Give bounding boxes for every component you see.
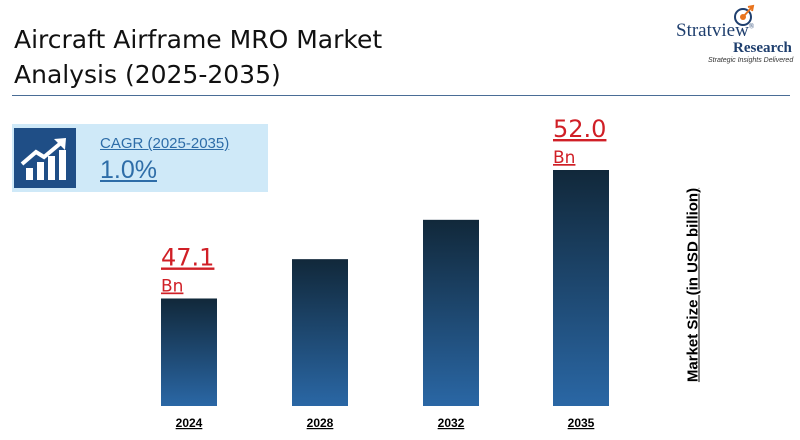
data-label-unit-2024: Bn xyxy=(161,276,183,296)
bar-2024 xyxy=(161,298,217,406)
header-divider xyxy=(12,95,790,96)
logo-brand: Stratview® xyxy=(676,20,754,42)
bars-layer xyxy=(161,170,609,406)
logo-brand-text: Stratview xyxy=(676,20,749,41)
x-tick-2028: 2028 xyxy=(307,416,334,430)
stratview-logo: Stratview® Research Strategic Insights D… xyxy=(676,4,800,66)
cagr-label: CAGR (2025-2035) xyxy=(100,135,230,152)
logo-subtitle: Research xyxy=(733,40,792,56)
y-axis-label: Market Size (in USD billion) xyxy=(684,187,702,383)
logo-target-icon xyxy=(734,4,755,26)
labels-layer: 2024 2028 2032 2035 47.1 Bn 52.0 Bn xyxy=(161,115,606,430)
title-line-1: Aircraft Airframe MRO Market xyxy=(14,25,383,54)
data-label-value-2024: 47.1 xyxy=(161,243,214,271)
logo-registered-mark: ® xyxy=(748,22,755,31)
logo-tagline: Strategic Insights Delivered xyxy=(708,57,794,64)
x-tick-2032: 2032 xyxy=(438,416,465,430)
title-line-2: Analysis (2025-2035) xyxy=(14,60,281,89)
data-label-value-2035: 52.0 xyxy=(553,115,606,143)
bar-2028 xyxy=(292,259,348,406)
page-title: Aircraft Airframe MRO Market Analysis (2… xyxy=(14,22,534,92)
growth-chart-icon xyxy=(14,128,76,188)
bar-2032 xyxy=(423,219,479,406)
x-tick-2035: 2035 xyxy=(568,416,595,430)
bar-2035 xyxy=(553,170,609,406)
x-tick-2024: 2024 xyxy=(176,416,203,430)
cagr-value: 1.0% xyxy=(100,156,157,184)
data-label-unit-2035: Bn xyxy=(553,148,575,168)
cagr-panel: CAGR (2025-2035) 1.0% xyxy=(12,124,268,192)
